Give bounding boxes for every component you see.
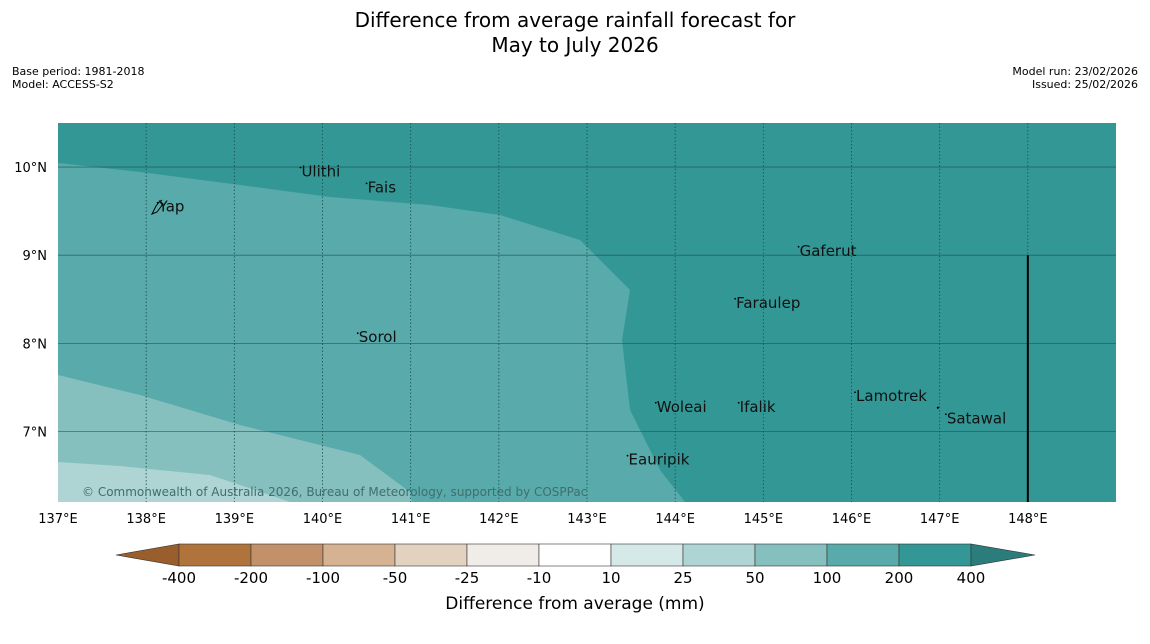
- island-dot: [734, 297, 737, 300]
- colorbar-extend-high: [970, 543, 1036, 567]
- model-run-text: Model run: 23/02/2026: [1012, 65, 1138, 78]
- colorbar-title: Difference from average (mm): [445, 594, 705, 614]
- island-dot: [356, 332, 359, 335]
- longitude-labels: 137°E 138°E 139°E 140°E 141°E 142°E 143°E 144°E…: [38, 512, 1047, 527]
- colorbar-swatch: [250, 543, 324, 567]
- model-text: Model: ACCESS-S2: [12, 78, 114, 91]
- lon-tick-label: 148°E: [1008, 512, 1048, 527]
- colorbar-tick-label: -100: [306, 569, 340, 587]
- lat-tick-label: 8°N: [23, 337, 48, 352]
- copyright-text: © Commonwealth of Australia 2026, Bureau…: [82, 485, 587, 499]
- lon-tick-label: 144°E: [655, 512, 695, 527]
- place-label: Woleai: [657, 398, 707, 416]
- colorbar-tick-label: 100: [813, 569, 842, 587]
- islet-dot: [936, 406, 940, 409]
- colorbar-tick-label: -400: [162, 569, 196, 587]
- title-line-2: May to July 2026: [491, 33, 659, 57]
- island-dot: [944, 413, 947, 416]
- lon-tick-label: 145°E: [744, 512, 784, 527]
- lon-tick-label: 138°E: [126, 512, 166, 527]
- lon-tick-label: 147°E: [920, 512, 960, 527]
- colorbar-swatch: [178, 543, 252, 567]
- colorbar-swatch: [826, 543, 900, 567]
- colorbar-swatch: [322, 543, 396, 567]
- place-label: Eauripik: [629, 451, 690, 469]
- colorbar-extend-low: [115, 543, 180, 567]
- island-dot: [654, 401, 657, 404]
- colorbar-tick-label: 50: [745, 569, 764, 587]
- island-markers: [156, 166, 947, 457]
- island-dot: [797, 245, 800, 248]
- place-label: Gaferut: [800, 242, 857, 260]
- colorbar-tick-label: -200: [234, 569, 268, 587]
- colorbar-tick-label: -10: [527, 569, 552, 587]
- colorbar-tick-label: 25: [673, 569, 692, 587]
- colorbar-tick-label: -50: [383, 569, 408, 587]
- map-title: Difference from average rainfall forecas…: [0, 8, 1150, 58]
- place-label: Ulithi: [301, 162, 340, 180]
- colorbar-tick-label: 200: [885, 569, 914, 587]
- colorbar-swatch: [898, 543, 972, 567]
- colorbar: -400 -200 -100 -50 -25 -10 10 25 50 100 200 400: [115, 543, 1036, 587]
- issued-text: Issued: 25/02/2026: [1031, 78, 1138, 91]
- lon-tick-label: 141°E: [391, 512, 431, 527]
- lon-tick-label: 143°E: [567, 512, 607, 527]
- island-dot: [626, 454, 629, 457]
- colorbar-swatch: [682, 543, 756, 567]
- place-label: Yap: [158, 198, 185, 216]
- island-dot: [299, 166, 302, 169]
- colorbar-swatch: [754, 543, 828, 567]
- colorbar-tick-label: -25: [455, 569, 480, 587]
- lon-tick-label: 142°E: [479, 512, 519, 527]
- colorbar-tick-label: 400: [957, 569, 986, 587]
- colorbar-swatch: [466, 543, 540, 567]
- place-label: Sorol: [359, 328, 397, 346]
- metadata-left: Base period: 1981-2018 Model: ACCESS-S2: [12, 65, 144, 91]
- lat-tick-label: 10°N: [14, 161, 47, 176]
- place-labels: Ulithi Fais Yap Gaferut Faraulep Sorol Lamotre…: [158, 162, 1007, 468]
- lon-tick-label: 137°E: [38, 512, 78, 527]
- lat-tick-label: 7°N: [23, 425, 48, 440]
- metadata-right: Model run: 23/02/2026 Issued: 25/02/2026: [1012, 65, 1138, 91]
- place-label: Fais: [368, 178, 397, 196]
- latitude-labels: 10°N 9°N 8°N 7°N: [14, 161, 47, 440]
- lon-tick-label: 140°E: [303, 512, 343, 527]
- map-area[interactable]: Ulithi Fais Yap Gaferut Faraulep Sorol Lamotre…: [58, 123, 1116, 502]
- base-period-text: Base period: 1981-2018: [12, 65, 145, 78]
- colorbar-tick-label: 10: [601, 569, 620, 587]
- place-label: Lamotrek: [856, 387, 927, 405]
- island-dot: [737, 401, 740, 404]
- zone-25-50: [58, 462, 290, 502]
- colorbar-swatch: [610, 543, 684, 567]
- zone-100-200: [58, 163, 685, 502]
- yap-island-outline: [150, 199, 164, 215]
- lat-tick-label: 9°N: [23, 249, 48, 264]
- colorbar-swatch: [394, 543, 468, 567]
- lon-tick-label: 146°E: [832, 512, 872, 527]
- island-dot: [854, 391, 856, 394]
- colorbar-swatch: [538, 543, 612, 567]
- place-label: Ifalik: [740, 398, 776, 416]
- title-line-1: Difference from average rainfall forecas…: [354, 8, 796, 32]
- island-dot: [365, 182, 368, 185]
- place-label: Satawal: [947, 409, 1006, 427]
- place-label: Faraulep: [736, 294, 800, 312]
- lon-tick-label: 139°E: [215, 512, 255, 527]
